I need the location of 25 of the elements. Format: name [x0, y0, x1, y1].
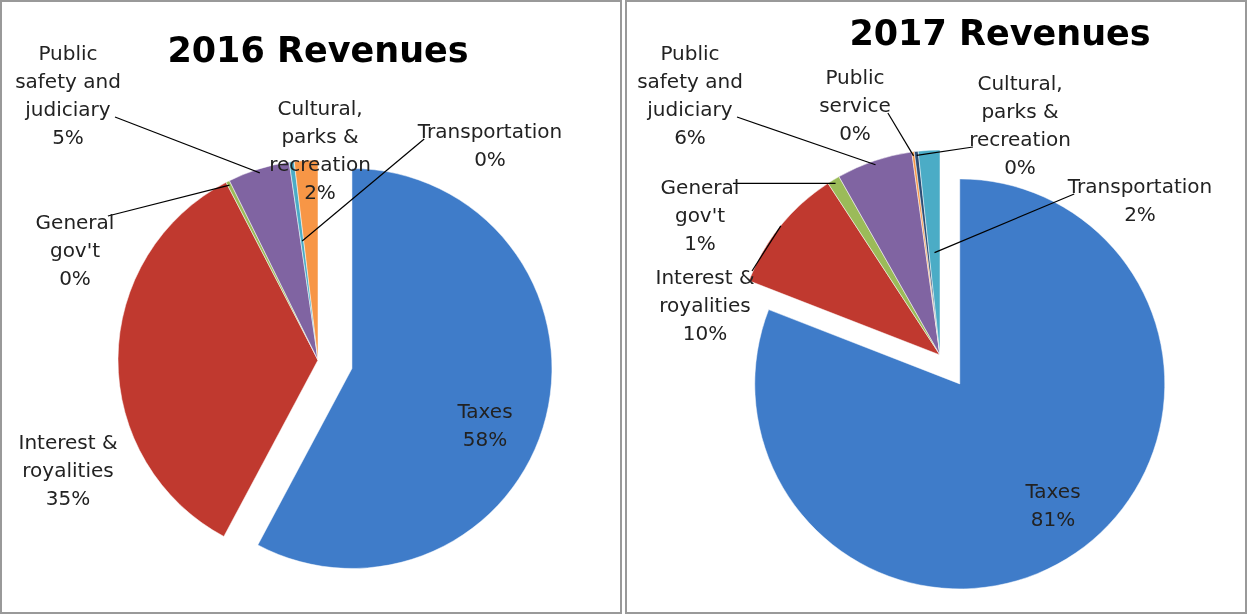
- data-label: 1%: [684, 231, 716, 255]
- data-label: 35%: [45, 486, 91, 510]
- slice-label: General gov't: [35, 210, 115, 262]
- data-label: 2%: [1124, 202, 1156, 226]
- slice-label: Cultural, parks & recreation: [969, 71, 1071, 151]
- data-label: 0%: [474, 147, 506, 171]
- data-label: 0%: [839, 121, 871, 145]
- data-label: 5%: [52, 125, 84, 149]
- data-label: 6%: [674, 125, 706, 149]
- data-label: 10%: [682, 321, 728, 345]
- chart-title: 2016 Revenues: [167, 30, 469, 70]
- data-label: 58%: [462, 427, 508, 451]
- slice-label: General gov't: [660, 175, 740, 227]
- slice-label: Public safety and judiciary: [637, 41, 743, 121]
- chart-title: 2017 Revenues: [849, 13, 1151, 53]
- slice-label: Transportation: [1066, 174, 1213, 198]
- data-label: 0%: [59, 266, 91, 290]
- data-label: 81%: [1030, 507, 1076, 531]
- data-label: 0%: [1004, 155, 1036, 179]
- slice-label: Transportation: [416, 119, 563, 143]
- slice-label: Public safety and judiciary: [15, 41, 121, 121]
- slice-label: Taxes: [456, 399, 513, 423]
- slice-label: Taxes: [1024, 479, 1081, 503]
- slice-label: Interest & royalities: [18, 430, 118, 482]
- slice-label: Public service: [819, 65, 891, 117]
